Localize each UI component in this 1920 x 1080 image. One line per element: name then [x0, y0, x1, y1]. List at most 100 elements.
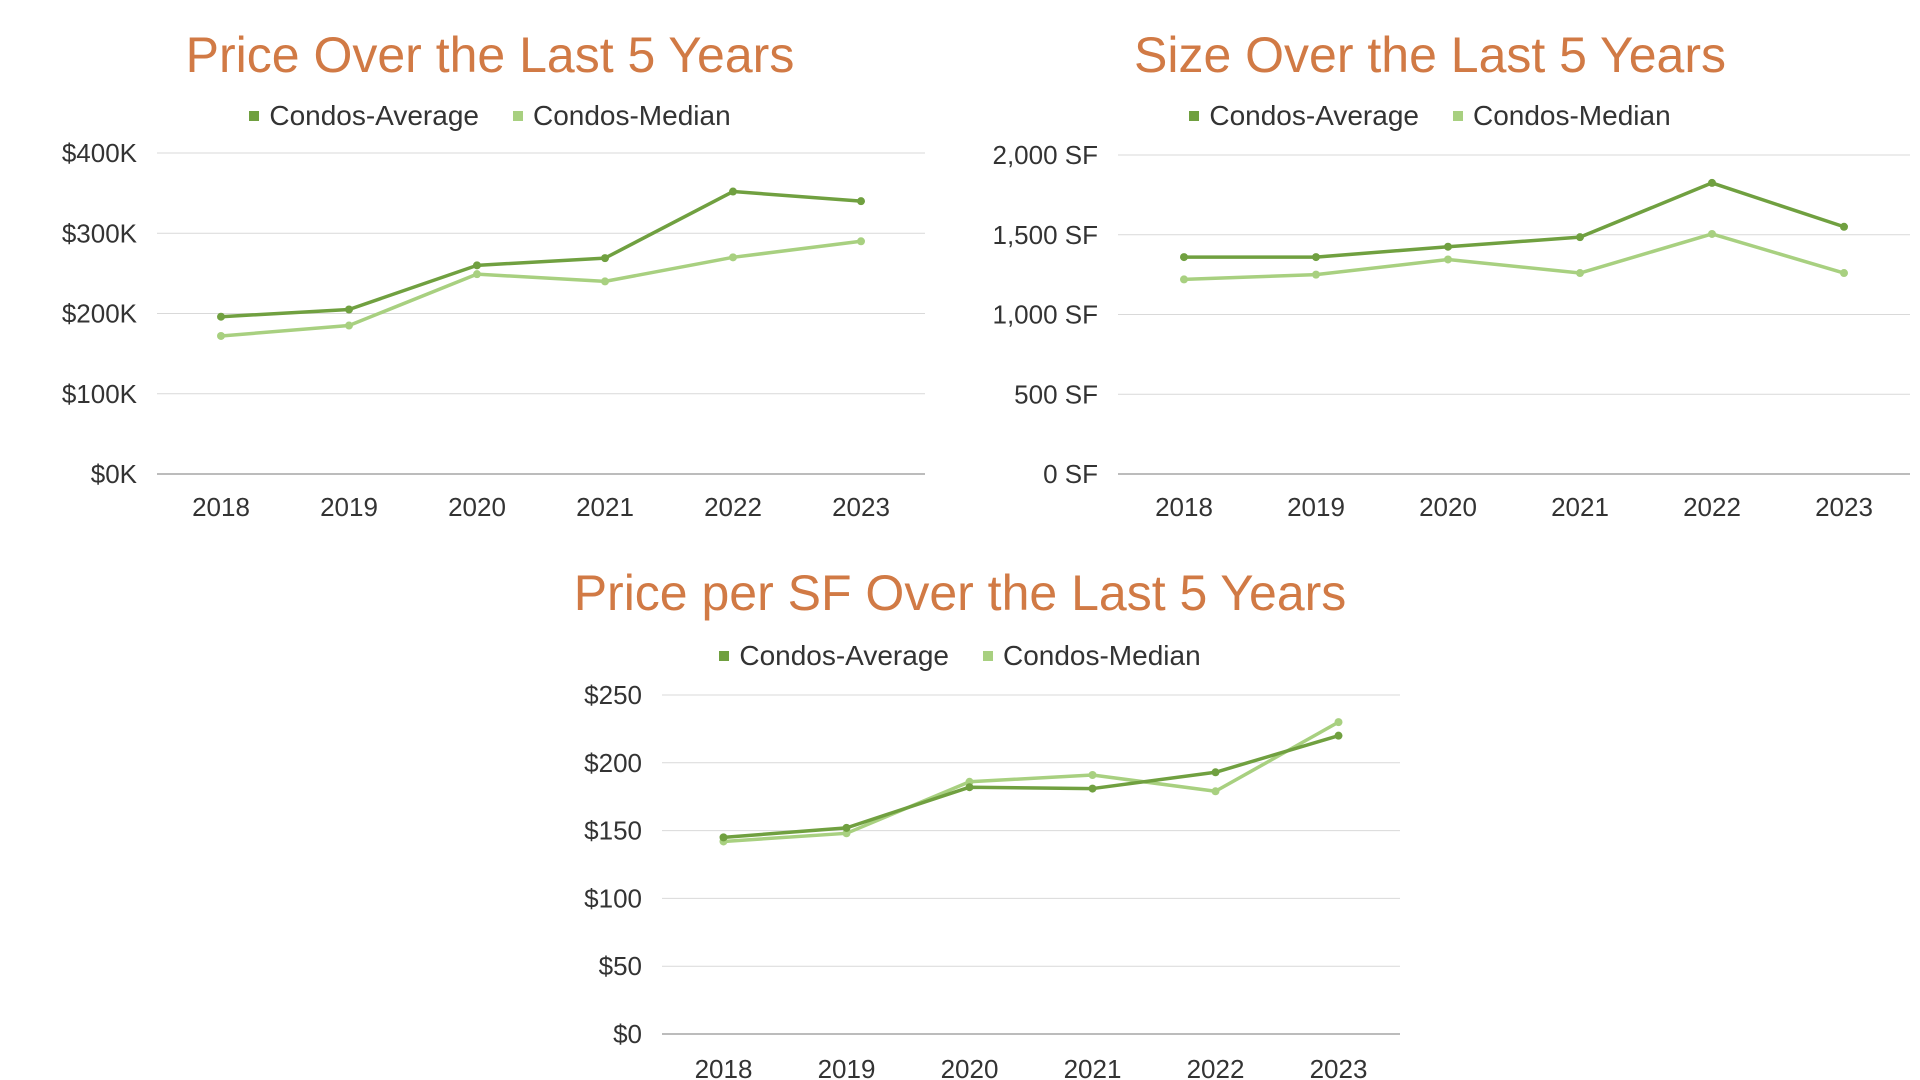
x-tick-label: 2020 — [1419, 492, 1477, 522]
data-point-condos-median — [1840, 269, 1848, 278]
x-tick-label: 2018 — [1155, 492, 1213, 522]
data-point-condos-median — [601, 277, 609, 286]
size-plot: 0 SF 500 SF 1,000 SF 1,500 SF 2,000 SF 2018 20… — [992, 140, 1910, 522]
data-point-condos-median — [1088, 771, 1097, 780]
x-tick-label: 2022 — [704, 492, 762, 522]
legend-swatch-average — [249, 111, 260, 121]
price-chart: Price Over the Last 5 Years Condos-Avera… — [0, 0, 960, 540]
data-point-condos-average — [1334, 731, 1343, 740]
data-point-condos-median — [729, 253, 737, 262]
data-point-condos-median — [1211, 787, 1220, 796]
legend-swatch-average — [719, 651, 730, 661]
x-tick-label: 2021 — [576, 492, 634, 522]
data-point-condos-median — [1444, 255, 1452, 264]
data-point-condos-average — [1312, 253, 1320, 262]
legend-swatch-median — [1452, 111, 1463, 121]
y-tick-label: 1,000 SF — [992, 300, 1098, 330]
size-chart: Size Over the Last 5 Years Condos-Averag… — [960, 0, 1920, 540]
y-tick-label: $100 — [584, 883, 642, 913]
legend-label-average: Condos-Average — [739, 640, 949, 671]
x-tick-label: 2022 — [1187, 1054, 1245, 1080]
data-point-condos-median — [217, 331, 225, 340]
x-tick-label: 2021 — [1551, 492, 1609, 522]
data-point-condos-median — [1312, 270, 1320, 279]
x-tick-label: 2020 — [941, 1054, 999, 1080]
data-point-condos-average — [729, 187, 737, 196]
data-point-condos-average — [719, 833, 728, 842]
chart-legend: Condos-Average Condos-Median — [10, 100, 970, 132]
legend-label-average: Condos-Average — [1209, 100, 1419, 131]
data-point-condos-average — [1211, 768, 1220, 777]
series-line-condos-average — [219, 189, 863, 319]
chart-legend: Condos-Average Condos-Median — [480, 640, 1440, 672]
series-line-condos-median — [1182, 232, 1846, 282]
data-point-condos-average — [1708, 178, 1716, 187]
x-tick-label: 2021 — [1064, 1054, 1122, 1080]
legend-item-median: Condos-Median — [1452, 100, 1671, 132]
data-point-condos-median — [1708, 229, 1716, 238]
series-line-condos-average — [1182, 181, 1846, 259]
data-point-condos-average — [842, 823, 851, 832]
legend-label-median: Condos-Median — [532, 100, 731, 131]
legend-label-median: Condos-Median — [1002, 640, 1201, 671]
y-tick-label: $0K — [91, 459, 138, 489]
y-tick-label: $0 — [613, 1019, 642, 1049]
data-point-condos-average — [345, 305, 353, 314]
data-point-condos-average — [217, 312, 225, 321]
legend-item-average: Condos-Average — [249, 100, 479, 132]
x-tick-label: 2019 — [818, 1054, 876, 1080]
data-point-condos-average — [965, 783, 974, 792]
x-tick-label: 2018 — [695, 1054, 753, 1080]
x-tick-label: 2023 — [832, 492, 890, 522]
y-tick-label: $400K — [62, 138, 138, 168]
data-point-condos-median — [473, 270, 481, 279]
data-point-condos-median — [1334, 718, 1343, 727]
y-tick-label: $100K — [62, 379, 138, 409]
data-point-condos-average — [1180, 253, 1188, 262]
data-point-condos-median — [857, 237, 865, 246]
x-tick-label: 2023 — [1815, 492, 1873, 522]
series-line-condos-median — [219, 239, 863, 338]
legend-label-average: Condos-Average — [269, 100, 479, 131]
data-point-condos-average — [1840, 222, 1848, 231]
series-line-condos-average — [721, 733, 1341, 840]
y-tick-label: $200 — [584, 748, 642, 778]
legend-item-median: Condos-Median — [512, 100, 731, 132]
y-tick-label: $50 — [599, 951, 642, 981]
data-point-condos-average — [601, 254, 609, 263]
chart-title: Size Over the Last 5 Years — [1133, 27, 1727, 83]
legend-item-average: Condos-Average — [719, 640, 949, 672]
data-point-condos-average — [1088, 784, 1097, 793]
data-point-condos-average — [857, 197, 865, 206]
data-point-condos-average — [1444, 242, 1452, 251]
y-tick-label: 2,000 SF — [992, 140, 1098, 170]
legend-item-average: Condos-Average — [1189, 100, 1419, 132]
chart-legend: Condos-Average Condos-Median — [950, 100, 1910, 132]
legend-label-median: Condos-Median — [1472, 100, 1671, 131]
legend-swatch-median — [512, 111, 523, 121]
legend-item-median: Condos-Median — [982, 640, 1201, 672]
y-tick-label: $300K — [62, 218, 138, 248]
x-tick-label: 2019 — [320, 492, 378, 522]
y-tick-label: $250 — [584, 680, 642, 710]
series-line-condos-median — [721, 720, 1341, 844]
legend-swatch-average — [1189, 111, 1200, 121]
x-tick-label: 2019 — [1287, 492, 1345, 522]
x-tick-label: 2022 — [1683, 492, 1741, 522]
data-point-condos-average — [1576, 233, 1584, 242]
y-tick-label: 500 SF — [1014, 379, 1098, 409]
data-point-condos-median — [345, 321, 353, 330]
y-tick-label: 1,500 SF — [992, 220, 1098, 250]
x-tick-label: 2023 — [1310, 1054, 1368, 1080]
y-tick-label: 0 SF — [1043, 459, 1098, 489]
price-per-sf-plot: $0 $50 $100 $150 $200 $250 2018 2019 2020 2021 202… — [584, 680, 1400, 1080]
y-tick-label: $150 — [584, 816, 642, 846]
legend-swatch-median — [982, 651, 993, 661]
x-tick-label: 2020 — [448, 492, 506, 522]
chart-title: Price per SF Over the Last 5 Years — [573, 565, 1347, 621]
data-point-condos-median — [1576, 269, 1584, 278]
y-tick-label: $200K — [62, 299, 138, 329]
x-tick-label: 2018 — [192, 492, 250, 522]
data-point-condos-median — [1180, 275, 1188, 284]
data-point-condos-average — [473, 261, 481, 270]
